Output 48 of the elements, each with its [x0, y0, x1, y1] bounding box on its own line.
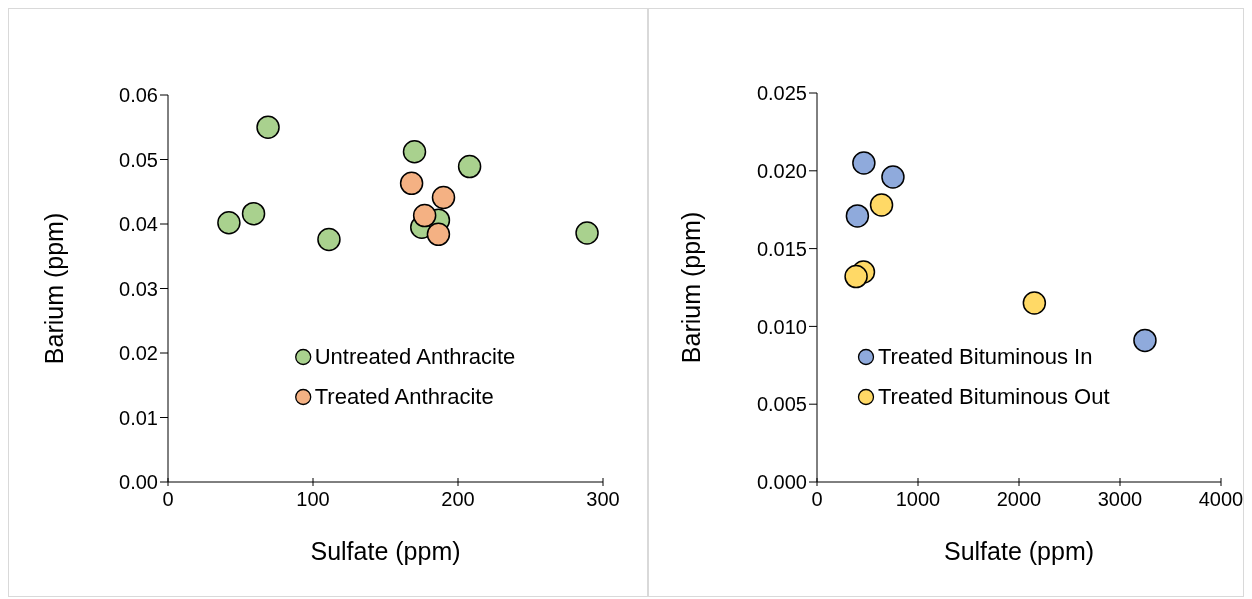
point — [845, 204, 870, 228]
y-axis-title: Barium (ppm) — [39, 212, 68, 365]
point — [852, 151, 876, 175]
x-tick-label: 300 — [586, 488, 620, 511]
y-tick-label: 0.03 — [119, 277, 158, 300]
point — [881, 165, 905, 189]
x-tick-label: 4000 — [1198, 488, 1244, 511]
y-tick-label: 0.04 — [119, 213, 158, 236]
legend-label: Untreated Anthracite — [314, 343, 516, 371]
x-tick-label: 0 — [162, 488, 174, 511]
point — [844, 264, 868, 289]
point — [575, 221, 599, 245]
y-tick-label: 0.02 — [119, 342, 158, 365]
point — [1133, 328, 1157, 353]
point — [431, 185, 456, 210]
point — [1022, 291, 1047, 315]
legend-label: Treated Bituminous In — [878, 343, 1093, 371]
y-tick-label: 0.015 — [756, 237, 807, 260]
point — [217, 210, 241, 235]
y-axis-title: Barium (ppm) — [676, 211, 705, 364]
y-tick-label: 0.005 — [756, 393, 807, 416]
y-tick-label: 0.00 — [119, 471, 158, 494]
x-tick-label: 0 — [811, 488, 823, 511]
point — [412, 203, 437, 228]
point — [402, 140, 427, 164]
y-tick-label: 0.06 — [119, 84, 158, 107]
x-axis-title: Sulfate (ppm) — [310, 537, 461, 565]
legend-label: Treated Anthracite — [314, 383, 494, 411]
point — [317, 227, 341, 252]
y-tick-label: 0.05 — [119, 148, 158, 171]
point — [457, 154, 482, 179]
y-tick-label: 0.020 — [756, 159, 807, 182]
point — [399, 171, 424, 196]
point — [869, 193, 894, 217]
y-tick-label: 0.010 — [756, 315, 807, 338]
y-tick-label: 0.01 — [119, 406, 158, 429]
x-tick-label: 1000 — [895, 488, 941, 511]
x-tick-label: 100 — [296, 488, 330, 511]
x-tick-label: 2000 — [996, 488, 1042, 511]
point — [426, 222, 451, 247]
x-tick-label: 200 — [441, 488, 475, 511]
y-tick-label: 0.025 — [756, 82, 807, 105]
legend-label: Treated Bituminous Out — [878, 383, 1110, 411]
point — [256, 115, 280, 139]
point — [241, 201, 266, 226]
x-tick-label: 3000 — [1097, 488, 1143, 511]
y-tick-label: 0.000 — [756, 471, 807, 494]
x-axis-title: Sulfate (ppm) — [943, 537, 1095, 565]
